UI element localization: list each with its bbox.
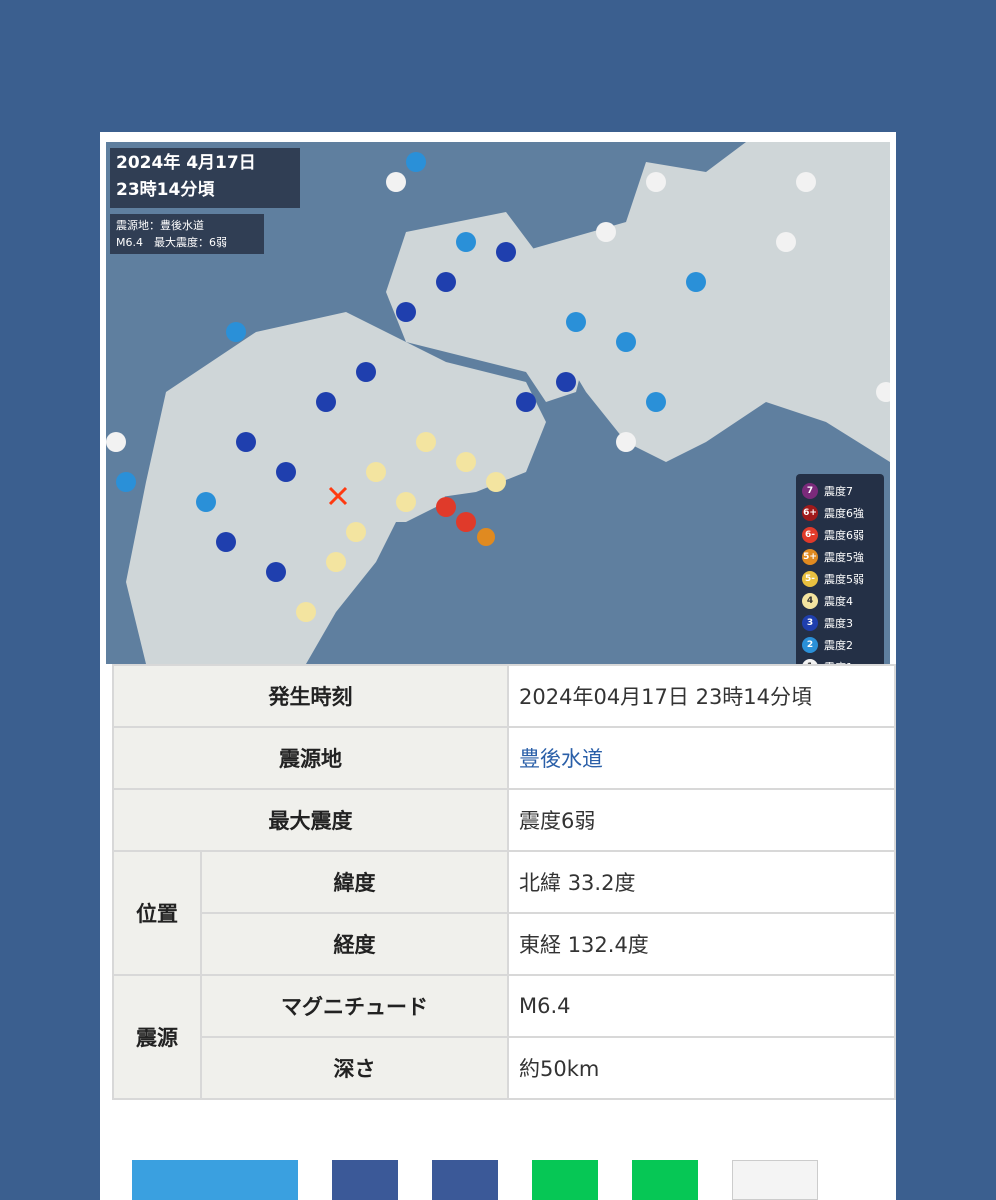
magnitude-value: M6.4 bbox=[507, 974, 896, 1038]
earthquake-info-table: 発生時刻 2024年04月17日 23時14分頃 震源地 豊後水道 最大震度 震… bbox=[111, 664, 896, 1100]
legend-badge: 5+ bbox=[802, 549, 818, 565]
legend-label: 震度2 bbox=[824, 639, 853, 652]
legend-item: 7 震度7 bbox=[802, 480, 884, 502]
content-card: 2024年 4月17日 23時14分頃 震源地：豊後水道 M6.4 最大震度：6… bbox=[100, 132, 896, 1200]
position-label: 位置 bbox=[112, 850, 202, 976]
table-row: 位置 緯度 北緯 33.2度 bbox=[112, 850, 896, 976]
time-label: 発生時刻 bbox=[111, 664, 510, 728]
map-graphic bbox=[106, 142, 890, 664]
magnitude-label: マグニチュード bbox=[199, 974, 510, 1038]
legend-badge: 4 bbox=[802, 593, 818, 609]
depth-label: 深さ bbox=[199, 1036, 510, 1100]
table-row: 震源 マグニチュード M6.4 bbox=[112, 974, 896, 1100]
longitude-label: 経度 bbox=[199, 912, 510, 976]
legend-label: 震度6強 bbox=[824, 507, 864, 520]
map-time: 23時14分頃 bbox=[116, 180, 215, 200]
share-button-2[interactable] bbox=[332, 1160, 398, 1200]
table-row: 経度 東経 132.4度 bbox=[113, 912, 896, 976]
epicenter-link[interactable]: 豊後水道 bbox=[507, 726, 896, 790]
table-row: 震源地 豊後水道 bbox=[111, 726, 896, 790]
legend-item: 5- 震度5弱 bbox=[802, 568, 884, 590]
legend-item: 4 震度4 bbox=[802, 590, 884, 612]
legend-label: 震度4 bbox=[824, 595, 853, 608]
legend-label: 震度7 bbox=[824, 485, 853, 498]
epicenter-marker-icon bbox=[328, 486, 348, 506]
legend-badge: 1 bbox=[802, 659, 818, 664]
legend-badge: 6+ bbox=[802, 505, 818, 521]
epicenter-label: 震源地 bbox=[111, 726, 510, 790]
seismic-intensity-map: 2024年 4月17日 23時14分頃 震源地：豊後水道 M6.4 最大震度：6… bbox=[106, 142, 890, 664]
map-datetime-box: 2024年 4月17日 23時14分頃 bbox=[110, 148, 300, 208]
legend-item: 1 震度1 bbox=[802, 656, 884, 664]
max-intensity-value: 震度6弱 bbox=[507, 788, 896, 852]
legend-badge: 5- bbox=[802, 571, 818, 587]
map-epicenter: 震源地：豊後水道 bbox=[116, 219, 204, 232]
map-magnitude: M6.4 最大震度：6弱 bbox=[116, 236, 227, 249]
share-button-1[interactable] bbox=[132, 1160, 298, 1200]
legend-label: 震度6弱 bbox=[824, 529, 864, 542]
legend-label: 震度5弱 bbox=[824, 573, 864, 586]
legend-label: 震度5強 bbox=[824, 551, 864, 564]
table-row: 最大震度 震度6弱 bbox=[111, 788, 896, 852]
latitude-value: 北緯 33.2度 bbox=[507, 850, 896, 914]
legend-badge: 3 bbox=[802, 615, 818, 631]
share-button-3[interactable] bbox=[432, 1160, 498, 1200]
map-legend: 7 震度7 6+ 震度6強 6- 震度6弱 5+ 震度5強 5- 震度5弱 4 震度4 3 震度3 2 震度2… bbox=[796, 474, 884, 664]
map-date: 2024年 4月17日 bbox=[116, 153, 256, 173]
longitude-value: 東経 132.4度 bbox=[507, 912, 896, 976]
legend-item: 6+ 震度6強 bbox=[802, 502, 884, 524]
share-button-4[interactable] bbox=[532, 1160, 598, 1200]
legend-item: 6- 震度6弱 bbox=[802, 524, 884, 546]
legend-label: 震度3 bbox=[824, 617, 853, 630]
legend-badge: 6- bbox=[802, 527, 818, 543]
table-row: 発生時刻 2024年04月17日 23時14分頃 bbox=[111, 664, 896, 728]
max-intensity-label: 最大震度 bbox=[111, 788, 510, 852]
map-info-box: 震源地：豊後水道 M6.4 最大震度：6弱 bbox=[110, 214, 264, 254]
legend-item: 2 震度2 bbox=[802, 634, 884, 656]
source-label: 震源 bbox=[112, 974, 202, 1100]
time-value: 2024年04月17日 23時14分頃 bbox=[507, 664, 896, 728]
legend-badge: 2 bbox=[802, 637, 818, 653]
share-button-5[interactable] bbox=[632, 1160, 698, 1200]
table-row: 深さ 約50km bbox=[113, 1036, 896, 1100]
depth-value: 約50km bbox=[507, 1036, 896, 1100]
legend-label: 震度1 bbox=[824, 659, 853, 664]
latitude-label: 緯度 bbox=[199, 850, 510, 914]
share-buttons bbox=[100, 1160, 896, 1200]
legend-item: 3 震度3 bbox=[802, 612, 884, 634]
legend-item: 5+ 震度5強 bbox=[802, 546, 884, 568]
intensity-dots bbox=[106, 152, 890, 622]
share-button-6[interactable] bbox=[732, 1160, 818, 1200]
legend-badge: 7 bbox=[802, 483, 818, 499]
